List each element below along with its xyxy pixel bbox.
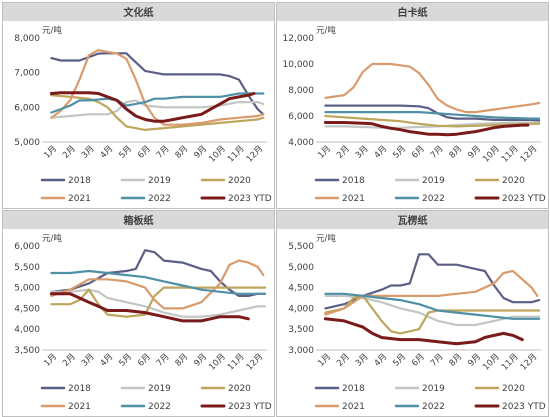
legend-label: 2022 (148, 194, 171, 204)
y-tick-label: 3,500 (288, 325, 314, 335)
y-tick-label: 5,000 (14, 138, 40, 148)
chart-title: 白卡纸 (398, 6, 428, 19)
y-tick-label: 4,000 (14, 325, 40, 335)
y-tick-label: 3,000 (288, 346, 314, 356)
legend-label: 2023 YTD (228, 402, 272, 412)
y-tick-label: 5,000 (14, 284, 40, 294)
legend-label: 2022 (148, 402, 171, 412)
legend-label: 2019 (422, 176, 445, 186)
series-line-2021 (50, 49, 265, 126)
title-bar (277, 3, 548, 21)
y-tick-label: 4,500 (14, 304, 40, 314)
chart-title: 瓦楞纸 (398, 214, 428, 227)
legend-label: 2020 (502, 384, 525, 394)
series-line-2018 (324, 253, 541, 310)
series-line-2022 (50, 92, 265, 114)
y-tick-label: 4,000 (288, 304, 314, 314)
series-line-2019 (50, 288, 267, 318)
legend-label: 2021 (68, 402, 91, 412)
legend-label: 2019 (148, 176, 171, 186)
y-tick-label: 4,500 (288, 284, 314, 294)
title-bar (277, 211, 548, 229)
y-tick-label: 5,500 (14, 263, 40, 273)
series-line-2023-ytd (323, 317, 524, 346)
y-tick-label: 6,000 (288, 112, 314, 122)
y-unit-label: 元/吨 (42, 25, 62, 36)
chart-title: 箱板纸 (124, 214, 154, 227)
legend-label: 2018 (68, 384, 91, 394)
y-tick-label: 12,000 (283, 34, 315, 44)
legend-label: 2021 (68, 194, 91, 204)
legend-label: 2018 (68, 176, 91, 186)
y-tick-label: 10,000 (283, 60, 315, 70)
legend-label: 2023 YTD (502, 402, 546, 412)
series-line-2023-ytd (323, 121, 530, 137)
y-tick-label: 5,000 (288, 263, 314, 273)
series-line-2019 (324, 294, 541, 327)
y-tick-label: 8,000 (14, 34, 40, 44)
series-line-2018 (50, 249, 267, 297)
chart-panel-containerboard: 箱板纸 元/吨 6,000 5,500 5,000 4,500 4,000 3,500 1月 2月… (2, 210, 275, 417)
legend-label: 2019 (422, 384, 445, 394)
legend-label: 2023 YTD (228, 194, 272, 204)
y-tick-label: 6,000 (14, 103, 40, 113)
series-line-2022 (50, 269, 267, 295)
y-unit-label: 元/吨 (42, 233, 62, 244)
legend-label: 2020 (502, 176, 525, 186)
chart-panel-culture-paper: 文化纸 元/吨 8,000 7,000 6,000 5,000 1月 2月 3月 4月 5月 6月 7月… (2, 2, 275, 209)
series-line-2020 (50, 286, 267, 318)
y-tick-label: 5,500 (288, 242, 314, 252)
chart-title: 文化纸 (124, 6, 154, 19)
chart-panel-white-card: 白卡纸 元/吨 12,000 10,000 8,000 6,000 4,000 1月 2月 3月 4… (276, 2, 549, 209)
series-line-2018 (50, 52, 265, 116)
title-bar (3, 211, 274, 229)
panel-frame (2, 2, 275, 209)
series-line-2023-ytd (49, 91, 256, 123)
legend-label: 2019 (148, 384, 171, 394)
legend-label: 2022 (422, 402, 445, 412)
y-unit-label: 元/吨 (316, 25, 336, 36)
y-tick-label: 4,000 (288, 138, 314, 148)
chart-panel-corrugated: 瓦楞纸 元/吨 5,500 5,000 4,500 4,000 3,500 3,000 1月 2月… (276, 210, 549, 417)
y-tick-label: 7,000 (14, 69, 40, 79)
legend-label: 2023 YTD (502, 194, 546, 204)
series-line-2022 (324, 292, 541, 320)
y-unit-label: 元/吨 (316, 233, 336, 244)
y-tick-label: 8,000 (288, 86, 314, 96)
series-line-2023-ytd (49, 292, 250, 323)
series-line-2022 (324, 111, 541, 120)
series-line-2021 (50, 259, 265, 310)
legend-label: 2022 (422, 194, 445, 204)
legend-label: 2018 (342, 176, 365, 186)
panel-frame (276, 210, 549, 417)
legend-label: 2018 (342, 384, 365, 394)
legend-label: 2020 (228, 176, 251, 186)
legend-label: 2021 (342, 194, 365, 204)
legend-label: 2021 (342, 402, 365, 412)
legend-label: 2020 (228, 384, 251, 394)
y-tick-label: 6,000 (14, 242, 40, 252)
title-bar (3, 3, 274, 21)
y-tick-label: 3,500 (14, 346, 40, 356)
series-line-2021 (324, 62, 541, 114)
